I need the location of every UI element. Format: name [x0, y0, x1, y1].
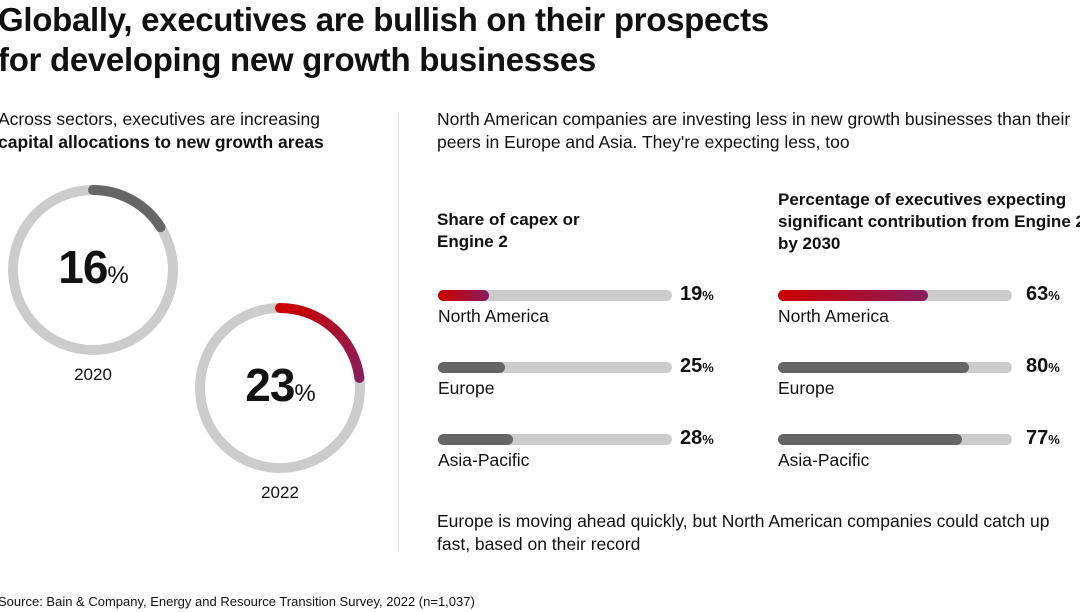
bar-label: North America	[778, 306, 889, 326]
bar-track	[438, 290, 672, 301]
left-subtitle: Across sectors, executives are increasin…	[0, 108, 378, 154]
left-subtitle-bold: capital allocations to new growth areas	[0, 132, 324, 152]
title-line-1: Globally, executives are bullish on thei…	[0, 1, 769, 38]
donut-arc-2022	[275, 303, 365, 383]
bar-track	[438, 362, 672, 373]
donut-year-label: 2020	[74, 365, 112, 384]
bar-north-america	[438, 290, 490, 301]
donut-arc-2020	[88, 185, 166, 233]
bar-track	[778, 290, 1012, 301]
donut-value: 23%	[245, 359, 316, 411]
donut-year-label: 2022	[261, 483, 299, 502]
bar-label: Europe	[778, 378, 835, 398]
bar-value: 80%	[1026, 355, 1060, 377]
bar-label: Asia-Pacific	[778, 450, 870, 470]
footnote: Europe is moving ahead quickly, but Nort…	[437, 511, 1050, 554]
divider	[398, 112, 399, 552]
donut-charts	[8, 185, 365, 473]
bar-value: 63%	[1026, 283, 1060, 305]
bar-value: 28%	[680, 427, 714, 449]
bar-value: 19%	[680, 283, 714, 305]
title-line-2: for developing new growth businesses	[0, 41, 596, 78]
bar-track	[438, 434, 672, 445]
donut-value: 16%	[58, 241, 129, 293]
right-subtitle: North American companies are investing l…	[437, 109, 1071, 152]
bar-asia-pacific	[778, 434, 962, 445]
left-subtitle-normal: Across sectors, executives are increasin…	[0, 109, 320, 129]
bar-europe	[438, 362, 506, 373]
page-title: Globally, executives are bullish on thei…	[0, 0, 769, 80]
bar-label: Europe	[438, 378, 495, 398]
capex-chart-title: Share of capex or Engine 2	[437, 210, 580, 251]
bar-label: North America	[438, 306, 549, 326]
bar-label: Asia-Pacific	[438, 450, 530, 470]
expectation-chart-title: Percentage of executives expecting signi…	[778, 190, 1080, 253]
bar-europe	[778, 362, 970, 373]
bar-track	[778, 434, 1012, 445]
source: Source: Bain & Company, Energy and Resou…	[0, 594, 475, 609]
bar-track	[778, 362, 1012, 373]
bar-value: 25%	[680, 355, 714, 377]
bar-north-america	[778, 290, 929, 301]
bar-value: 77%	[1026, 427, 1060, 449]
bar-asia-pacific	[438, 434, 514, 445]
